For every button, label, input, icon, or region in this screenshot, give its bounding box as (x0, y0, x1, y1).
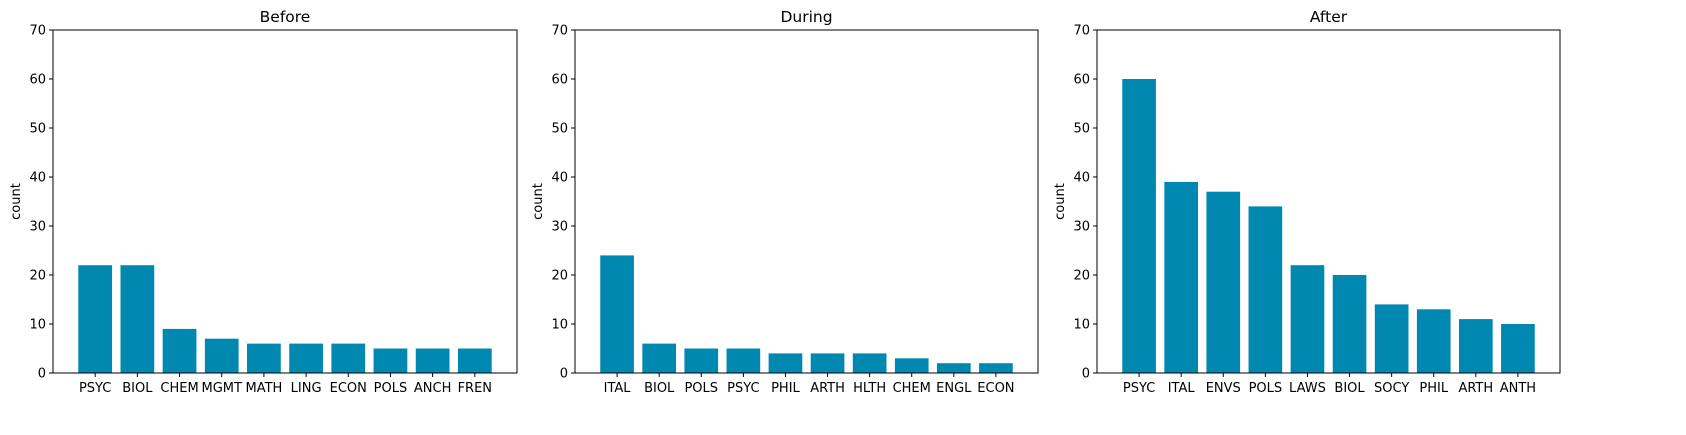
subplot-before-title: Before (260, 8, 311, 26)
subplot-before-xtick-label-pols: POLS (374, 381, 408, 396)
subplot-after-xtick-label-ital: ITAL (1168, 381, 1196, 396)
subplot-before-axes-frame (52, 29, 518, 374)
subplot-during: 0 10 20 30 40 50 60 70 ITAL BIOL POLS PSYC PHIL ARTH H… (531, 8, 1039, 396)
subplot-during-ytick-label: 20 (551, 269, 568, 284)
subplot-during-ytick-label: 60 (551, 73, 568, 88)
subplot-before-ytick-label: 70 (29, 24, 46, 39)
subplot-during-xtick-label-ital: ITAL (604, 381, 632, 396)
subplot-after-xtick-label-psyc: PSYC (1123, 381, 1155, 396)
subplot-during-bar-ital (600, 255, 634, 373)
subplot-after-axes-frame (1096, 29, 1561, 374)
subplot-before-ytick-label: 0 (38, 367, 46, 382)
subplot-after-bar-ital (1164, 181, 1199, 373)
subplot-before-bar-biol (120, 265, 155, 373)
subplot-before-bar-math (247, 343, 281, 373)
subplot-during-bar-econ (979, 363, 1013, 373)
subplot-before-bar-mgmt (204, 338, 239, 373)
subplot-before-ytick-label: 30 (29, 220, 46, 235)
subplot-after-title: After (1310, 8, 1348, 26)
subplot-after-ytick-label: 70 (1073, 24, 1090, 39)
subplot-during-ylabel: count (531, 183, 546, 220)
subplot-before: 0 10 20 30 40 50 60 70 PSYC BIOL CHEM MGMT MATH LING E… (9, 8, 518, 396)
subplot-before-ylabel: count (9, 183, 24, 220)
subplot-during-ytick-label: 10 (551, 318, 568, 333)
subplot-after-ytick-label: 0 (1082, 367, 1090, 382)
subplot-during-bar-chem (894, 358, 929, 373)
subplot-before-ytick-label: 50 (29, 122, 46, 137)
subplot-before-xtick-label-ling: LING (291, 381, 322, 396)
subplot-after-bar-anth (1501, 324, 1535, 373)
subplot-before-ytick-label: 20 (29, 269, 46, 284)
subplot-after-xtick-label-anth: ANTH (1500, 381, 1536, 396)
subplot-before-xtick-label-anch: ANCH (414, 381, 451, 396)
subplot-during-title: During (780, 8, 832, 26)
subplot-after-bar-pols (1248, 206, 1283, 373)
subplot-after-ytick-label: 50 (1073, 122, 1090, 137)
subplot-after-bar-socy (1374, 304, 1409, 373)
subplot-before-ytick-label: 60 (29, 73, 46, 88)
subplot-after-bar-arth (1458, 319, 1493, 373)
subplot-during-axes-frame (574, 29, 1039, 374)
subplot-during-xtick-label-hlth: HLTH (853, 381, 886, 396)
subplot-before-bar-psyc (78, 265, 113, 373)
subplot-after-bar-psyc (1122, 79, 1156, 373)
subplot-during-ytick-label: 50 (551, 122, 568, 137)
subplot-during-xtick-label-psyc: PSYC (727, 381, 759, 396)
subplot-after-ytick-label: 20 (1073, 269, 1090, 284)
subplot-during-xtick-label-chem: CHEM (893, 381, 931, 396)
subplot-after-bar-biol (1332, 275, 1367, 373)
subplot-after-ytick-label: 60 (1073, 73, 1090, 88)
subplot-during-xtick-label-pols: POLS (684, 381, 718, 396)
subplot-after-bar-phil (1416, 309, 1451, 373)
subplot-before-bar-pols (373, 348, 408, 373)
subplot-during-bar-arth (810, 353, 845, 373)
subplot-after-xtick-label-envs: ENVS (1206, 381, 1241, 396)
subplot-before-bar-chem (162, 328, 197, 373)
subplot-during-ytick-label: 70 (551, 24, 568, 39)
subplot-before-bar-fren (457, 348, 492, 373)
subplot-after-ylabel: count (1053, 183, 1068, 220)
subplot-before-xtick-label-fren: FREN (458, 381, 492, 396)
subplot-during-ytick-label: 0 (560, 367, 568, 382)
subplot-during-bar-phil (768, 353, 803, 373)
subplot-during-ytick-label: 40 (551, 171, 568, 186)
subplot-during-xtick-label-arth: ARTH (810, 381, 845, 396)
subplot-during-bar-engl (936, 363, 971, 373)
subplot-during-xtick-label-engl: ENGL (936, 381, 972, 396)
subplot-after-xtick-label-pols: POLS (1249, 381, 1283, 396)
subplot-before-xtick-label-psyc: PSYC (79, 381, 111, 396)
subplot-after-ytick-label: 10 (1073, 318, 1090, 333)
subplot-after-ytick-label: 30 (1073, 220, 1090, 235)
subplot-before-xtick-label-chem: CHEM (160, 381, 198, 396)
subplot-during-xtick-label-econ: ECON (977, 381, 1014, 396)
subplot-after-bar-envs (1206, 191, 1241, 373)
subplot-before-bar-anch (415, 348, 450, 373)
subplot-after-xtick-label-laws: LAWS (1289, 381, 1326, 396)
subplot-after-xtick-label-socy: SOCY (1374, 381, 1409, 396)
subplot-before-ytick-label: 40 (29, 171, 46, 186)
subplot-after-ytick-label: 40 (1073, 171, 1090, 186)
subplot-before-xtick-label-mgmt: MGMT (202, 381, 243, 396)
subplot-after-xtick-label-arth: ARTH (1458, 381, 1493, 396)
subplot-during-bar-biol (642, 343, 677, 373)
subplot-during-bar-hlth (852, 353, 887, 373)
subplot-after-xtick-label-biol: BIOL (1334, 381, 1365, 396)
subplot-before-xtick-label-econ: ECON (330, 381, 367, 396)
subplot-during-bar-psyc (726, 348, 761, 373)
subplot-during-ytick-label: 30 (551, 220, 568, 235)
subplot-after-xtick-label-phil: PHIL (1419, 381, 1448, 396)
subplot-during-bar-pols (684, 348, 719, 373)
subplot-before-xtick-label-math: MATH (245, 381, 282, 396)
subplot-before-bar-ling (289, 343, 323, 373)
subplot-during-xtick-label-biol: BIOL (644, 381, 675, 396)
subplot-before-bar-econ (331, 343, 366, 373)
subplot-before-xtick-label-biol: BIOL (122, 381, 153, 396)
subplot-after: 0 10 20 30 40 50 60 70 PSYC ITAL ENVS POLS LAWS BIOL S… (1053, 8, 1561, 396)
subplot-after-bar-laws (1290, 265, 1325, 373)
subplot-during-xtick-label-phil: PHIL (771, 381, 800, 396)
subplot-before-ytick-label: 10 (29, 318, 46, 333)
